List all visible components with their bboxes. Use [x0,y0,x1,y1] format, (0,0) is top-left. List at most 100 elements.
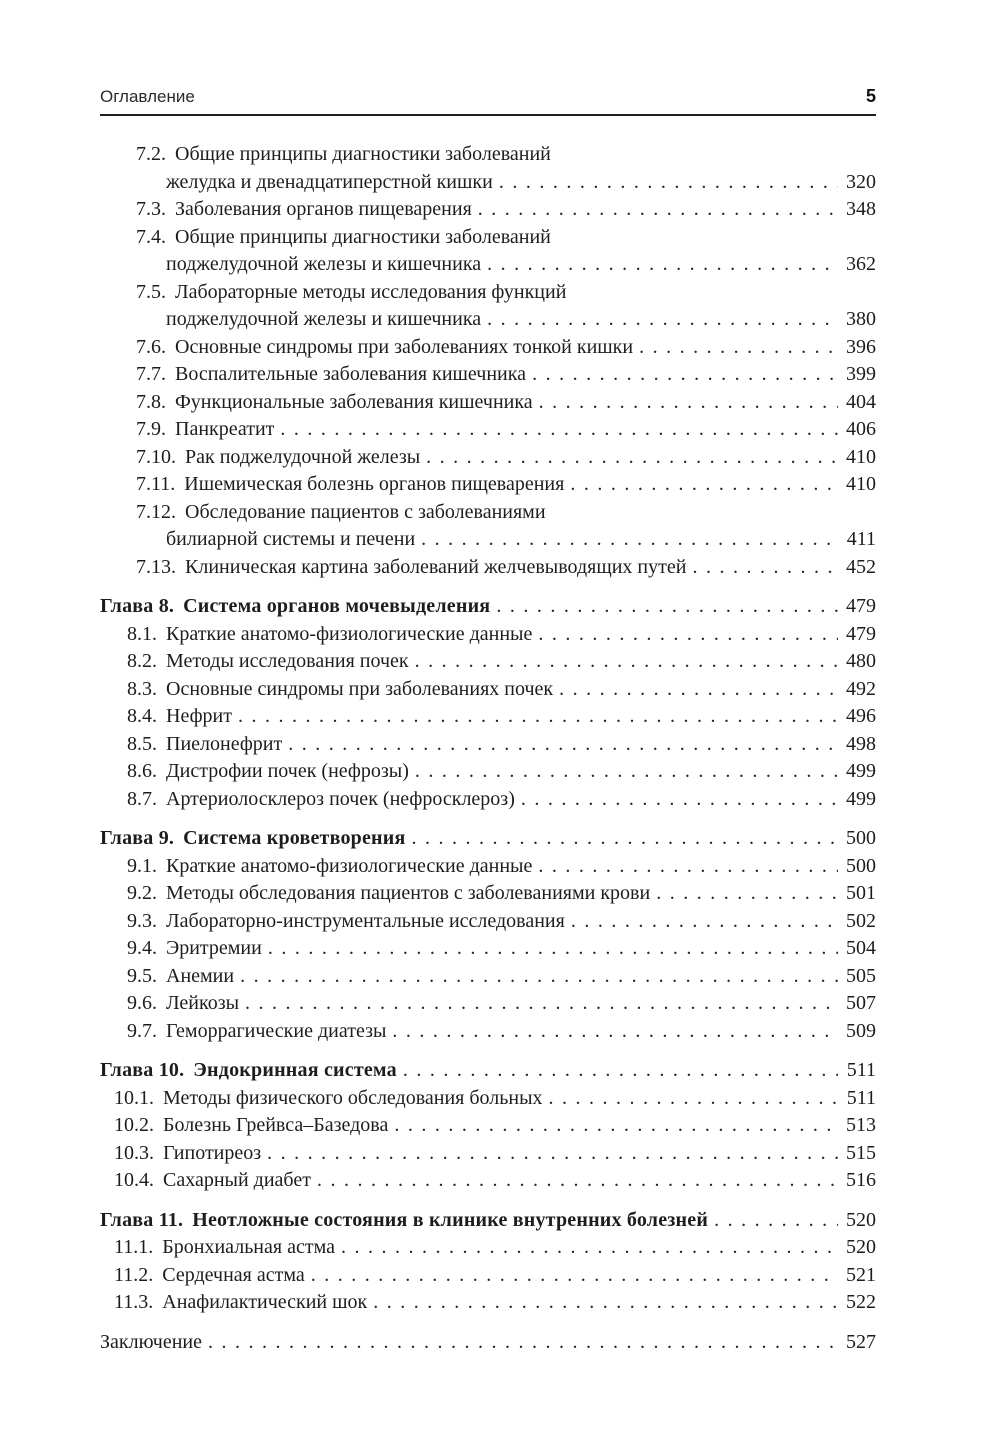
entry-number: 7.7. [136,363,166,385]
entry-title: Общие принципы диагностики заболеваний [175,143,551,165]
toc-entry: 8.6. Дистрофии почек (нефрозы)...........… [100,758,876,786]
entry-page: 320 [846,170,876,193]
toc-entry: 9.3. Лабораторно-инструментальные исследо… [100,908,876,936]
toc-entry-continuation: желудка и двенадцатиперстной кишки......… [100,169,876,197]
page-header: Оглавление 5 [100,86,876,116]
leader-dots: ........................................… [392,1019,838,1042]
leader-dots: ........................................… [316,1169,838,1191]
entry-number: 8.6. [127,760,157,782]
leader-dots: ........................................… [310,1263,838,1286]
entry-page: 501 [846,882,876,904]
leader-dots: ........................................… [340,1236,838,1258]
entry-number: 10.1. [114,1086,154,1109]
entry-page: 406 [846,418,876,440]
entry-title: Лабораторно-инструментальные исследовани… [166,909,565,932]
entry-number: 8.3. [127,677,157,700]
entry-number: 8.1. [127,622,157,645]
entry-title: Сердечная астма [162,1263,305,1286]
entry-number: 9.6. [127,992,157,1014]
toc-entry: 8.3. Основные синдромы при заболеваниях п… [100,676,876,704]
entry-number: 7.5. [136,280,166,303]
toc-entry-chapter: Глава 10. Эндокринная система............… [100,1057,876,1085]
entry-number: 7.12. [136,500,176,523]
leader-dots: ........................................… [538,854,838,877]
entry-page: 410 [846,445,876,468]
entry-number: Глава 11. [100,1208,184,1231]
leader-dots: ........................................… [267,1141,838,1164]
leader-dots: ........................................… [394,1114,838,1136]
entry-page: 511 [846,1059,876,1081]
entry-number: 9.7. [127,1019,157,1042]
entry-title: Краткие анатомо-физиологические данные [166,854,533,877]
leader-dots: ........................................… [692,555,838,578]
entry-title: Геморрагические диатезы [166,1019,387,1042]
toc-entry-continuation: билиарной системы и печени..............… [100,526,876,554]
entry-number: 7.4. [136,225,166,248]
leader-dots: ........................................… [487,253,838,275]
entry-number: 11.2. [114,1263,154,1286]
leader-dots: ........................................… [208,1330,838,1353]
leader-dots: ........................................… [487,308,838,330]
entry-page: 380 [846,308,876,330]
entry-title: Панкреатит [175,418,275,440]
leader-dots: ........................................… [414,760,838,782]
leader-dots: ........................................… [414,650,838,672]
entry-title: Система кроветворения [183,827,406,849]
leader-dots: ........................................… [421,528,838,550]
entry-title: Общие принципы диагностики заболеваний [175,225,551,248]
entry-number: 9.3. [127,909,157,932]
entry-page: 507 [846,992,876,1014]
leader-dots: ........................................… [570,473,838,495]
entry-title: Методы физического обследования больных [163,1086,543,1109]
entry-number: 7.9. [136,418,166,440]
entry-page: 499 [846,787,876,810]
toc-entry: 9.6. Лейкозы.............................… [100,990,876,1018]
entry-title-line2: желудка и двенадцатиперстной кишки [166,170,493,193]
entry-number: 7.2. [136,143,166,165]
entry-title-line2: поджелудочной железы и кишечника [166,253,482,275]
toc-entry: 10.3. Гипотиреоз.........................… [100,1140,876,1168]
entry-number: 9.2. [127,882,157,904]
entry-title: Анемии [166,964,235,987]
entry-page: 502 [846,909,876,932]
entry-page: 504 [846,937,876,959]
entry-title: Рак поджелудочной железы [185,445,421,468]
entry-number: 7.6. [136,335,166,358]
entry-title: Артериолосклероз почек (нефросклероз) [166,787,515,810]
entry-page: 479 [846,622,876,645]
entry-title: Эндокринная система [193,1059,397,1081]
entry-page: 516 [846,1169,876,1191]
leader-dots: ........................................… [267,937,838,959]
entry-title: Заболевания органов пищеварения [175,198,472,220]
toc-entry: 8.1. Краткие анатомо-физиологические данн… [100,621,876,649]
toc-entry: 7.3. Заболевания органов пищеварения.....… [100,196,876,224]
toc-entry: 7.6. Основные синдромы при заболеваниях т… [100,334,876,362]
entry-number: 10.4. [114,1169,154,1191]
entry-title: Эритремии [166,937,262,959]
entry-number: 10.2. [114,1114,154,1136]
entry-number: 7.10. [136,445,176,468]
leader-dots: ........................................… [498,170,838,193]
entry-title-line2: билиарной системы и печени [166,528,416,550]
entry-title: Гипотиреоз [163,1141,262,1164]
entry-number: 9.1. [127,854,157,877]
toc-entry: 9.2. Методы обследования пациентов с забо… [100,880,876,908]
leader-dots: ........................................… [373,1291,838,1313]
entry-page: 410 [846,473,876,495]
entry-title: Неотложные состояния в клинике внутренни… [192,1208,709,1231]
toc-entry-chapter: Глава 9. Система кроветворения...........… [100,825,876,853]
entry-title: Нефрит [166,705,232,727]
leader-dots: ........................................… [559,677,838,700]
toc-entry: 10.1. Методы физического обследования бол… [100,1085,876,1113]
toc-entry: 10.2. Болезнь Грейвса–Базедова...........… [100,1112,876,1140]
leader-dots: ........................................… [477,198,838,220]
toc-entry-continuation: поджелудочной железы и кишечника........… [100,251,876,279]
entry-title: Функциональные заболевания кишечника [175,390,533,413]
entry-number: 8.4. [127,705,157,727]
toc-entry: 7.9. Панкреатит..........................… [100,416,876,444]
toc-entry-chapter: Глава 11. Неотложные состояния в клинике … [100,1207,876,1235]
entry-title: Бронхиальная астма [162,1236,335,1258]
toc-entry: 7.7. Воспалительные заболевания кишечника… [100,361,876,389]
entry-number: 9.4. [127,937,157,959]
entry-title: Краткие анатомо-физиологические данные [166,622,533,645]
